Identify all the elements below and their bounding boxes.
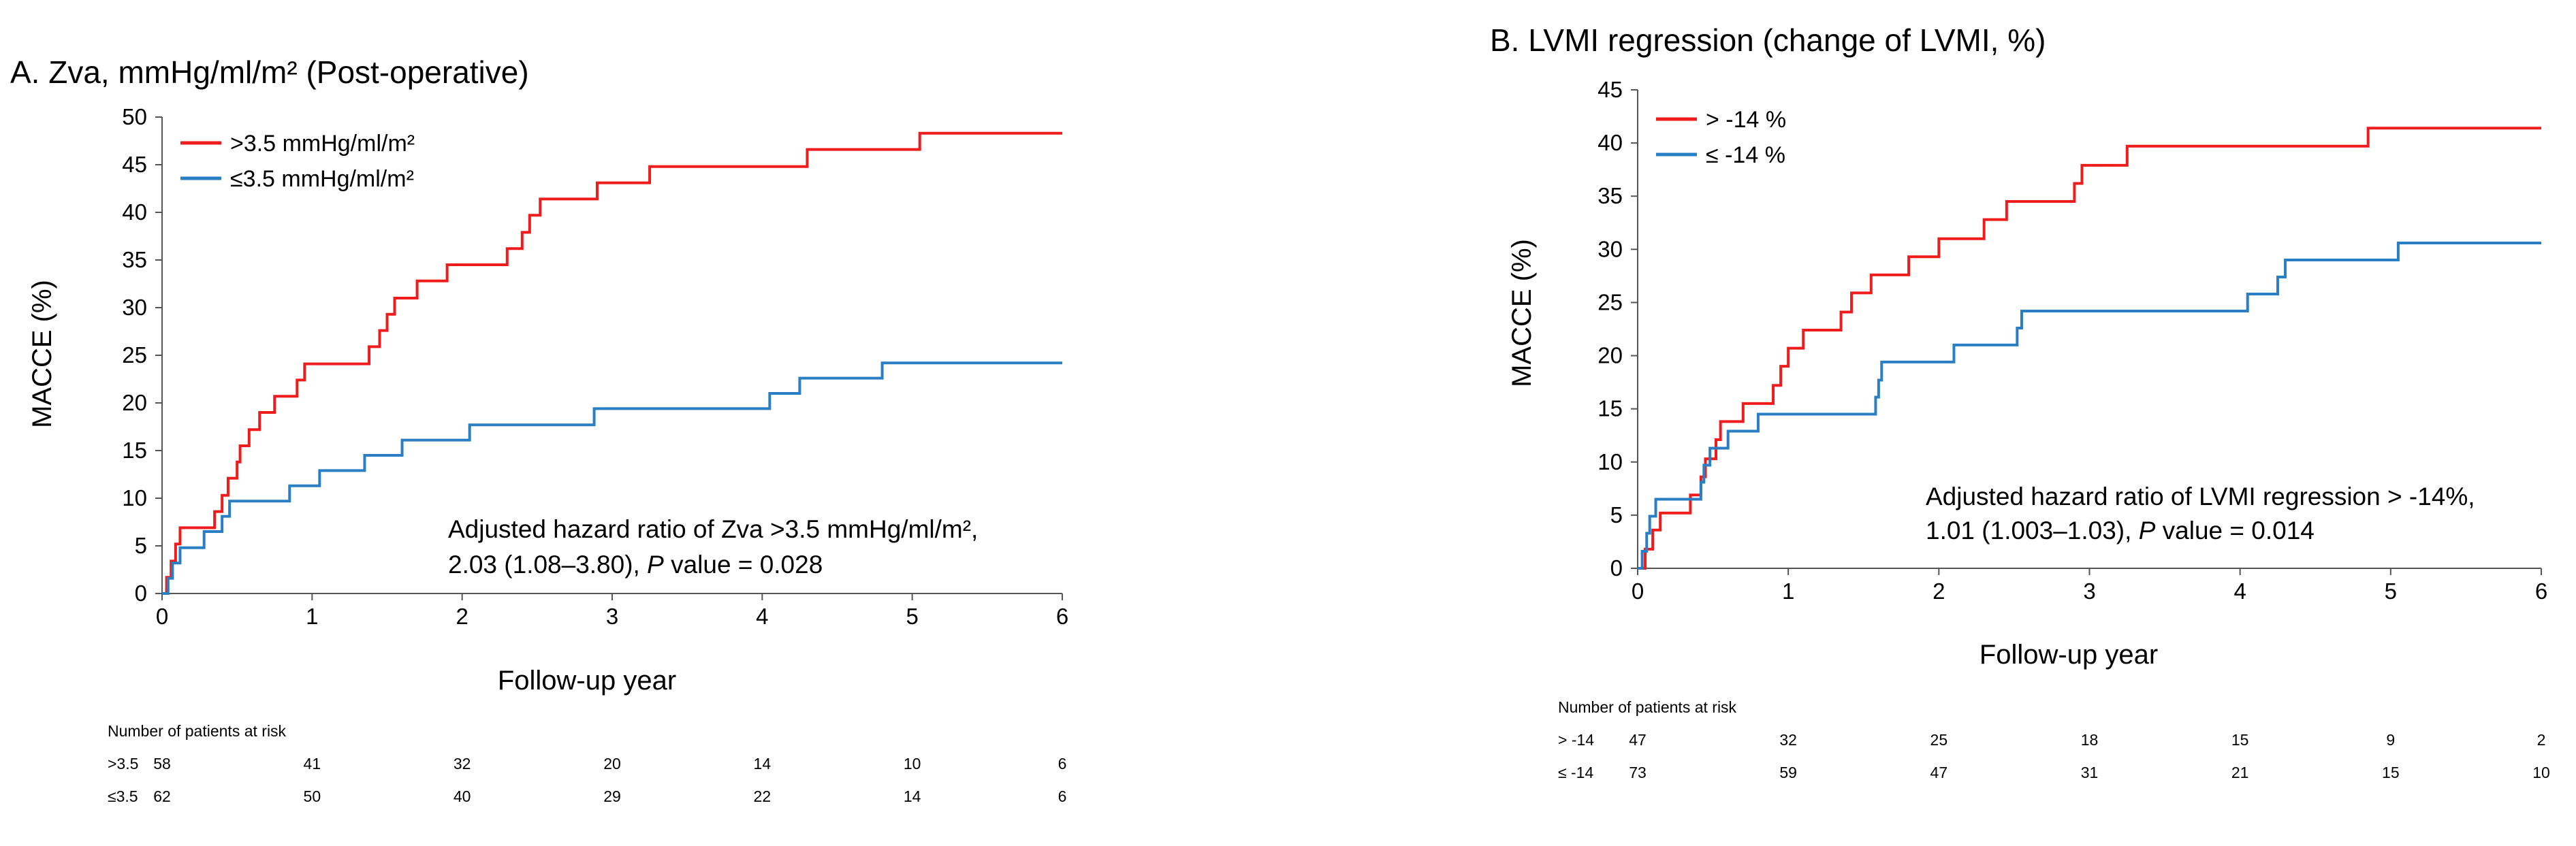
risk-count: 32: [454, 755, 471, 772]
y-tick-label: 20: [122, 390, 147, 415]
y-tick-label: 35: [122, 247, 147, 272]
panel-b: B. LVMI regression (change of LVMI, %) M…: [1490, 22, 2550, 781]
risk-count: 41: [304, 755, 321, 772]
risk-count: 73: [1629, 764, 1647, 781]
risk-header: Number of patients at risk: [108, 722, 287, 740]
x-tick-label: 3: [2083, 579, 2095, 604]
x-tick-label: 4: [2233, 579, 2246, 604]
y-tick-label: 10: [122, 485, 147, 510]
risk-count: 59: [1779, 764, 1797, 781]
panel-a-legend: >3.5 mmHg/ml/m² ≤3.5 mmHg/ml/m²: [180, 131, 415, 192]
risk-count: 14: [754, 755, 772, 772]
y-tick-label: 25: [122, 342, 147, 368]
x-tick-label: 0: [1632, 579, 1644, 604]
risk-row-label: > -14: [1558, 731, 1594, 749]
x-tick-label: 4: [756, 604, 768, 629]
y-tick-label: 45: [122, 152, 147, 177]
panel-b-xlabel: Follow-up year: [1979, 640, 2158, 670]
y-tick-label: 25: [1597, 289, 1623, 314]
risk-count: 29: [603, 787, 621, 805]
series-high-risk-curve: [1638, 127, 2541, 570]
legend-label-low: ≤3.5 mmHg/ml/m²: [230, 166, 414, 192]
y-tick-label: 15: [122, 438, 147, 463]
panel-b-risk-table: Number of patients at risk > -14 ≤ -14 4…: [1558, 698, 2550, 781]
risk-row-label: ≤ -14: [1558, 764, 1593, 781]
y-tick-label: 20: [1597, 343, 1623, 368]
y-tick-label: 40: [1597, 130, 1623, 155]
legend-label-high: > -14 %: [1706, 107, 1786, 133]
annotation-line2: 2.03 (1.08–3.80), P value = 0.028: [448, 551, 823, 579]
panel-a-annotation: Adjusted hazard ratio of Zva >3.5 mmHg/m…: [448, 515, 978, 579]
y-tick-label: 30: [1597, 236, 1623, 261]
panel-b-title: B. LVMI regression (change of LVMI, %): [1490, 22, 2046, 58]
panel-a: A. Zva, mmHg/ml/m² (Post-operative) MACC…: [10, 54, 1068, 805]
risk-count: 50: [304, 787, 321, 805]
x-tick-label: 5: [906, 604, 918, 629]
risk-count: 15: [2382, 764, 2400, 781]
risk-count: 21: [2231, 764, 2249, 781]
x-tick-label: 6: [2535, 579, 2547, 604]
risk-count: 31: [2081, 764, 2099, 781]
y-tick-label: 40: [122, 199, 147, 225]
risk-count: 10: [904, 755, 921, 772]
x-tick-label: 3: [606, 604, 618, 629]
risk-count: 20: [603, 755, 621, 772]
risk-count: 10: [2532, 764, 2550, 781]
risk-count: 22: [754, 787, 772, 805]
panel-a-risk-table: Number of patients at risk >3.5 ≤3.5 58 4…: [108, 722, 1066, 805]
y-tick-label: 15: [1597, 396, 1623, 421]
annotation-line1: Adjusted hazard ratio of LVMI regression…: [1926, 483, 2475, 510]
risk-count: 14: [904, 787, 921, 805]
y-tick-label: 0: [1610, 555, 1623, 581]
x-tick-label: 0: [156, 604, 168, 629]
risk-count: 58: [153, 755, 171, 772]
panel-a-ylabel: MACCE (%): [27, 280, 57, 428]
x-tick-label: 2: [456, 604, 468, 629]
series-high-risk-curve: [162, 131, 1062, 595]
y-tick-label: 5: [1610, 502, 1623, 527]
risk-header: Number of patients at risk: [1558, 698, 1737, 716]
y-tick-label: 10: [1597, 449, 1623, 474]
risk-count: 9: [2386, 731, 2395, 749]
risk-count: 6: [1058, 755, 1067, 772]
risk-count: 18: [2081, 731, 2099, 749]
y-tick-label: 0: [135, 581, 147, 606]
risk-count: 47: [1930, 764, 1948, 781]
y-tick-label: 5: [135, 533, 147, 558]
x-tick-label: 5: [2385, 579, 2397, 604]
y-tick-label: 45: [1597, 77, 1623, 102]
x-tick-label: 1: [306, 604, 318, 629]
legend-label-high: >3.5 mmHg/ml/m²: [230, 131, 415, 157]
panel-a-xlabel: Follow-up year: [498, 666, 676, 696]
x-tick-label: 2: [1933, 579, 1945, 604]
panel-b-annotation: Adjusted hazard ratio of LVMI regression…: [1926, 483, 2475, 544]
legend-label-low: ≤ -14 %: [1706, 142, 1785, 168]
x-tick-label: 6: [1056, 604, 1068, 629]
y-tick-label: 30: [122, 295, 147, 320]
x-tick-label: 1: [1782, 579, 1794, 604]
risk-count: 47: [1629, 731, 1647, 749]
series-low-risk-curve: [1638, 241, 2541, 570]
panel-a-title: A. Zva, mmHg/ml/m² (Post-operative): [10, 54, 529, 90]
risk-count: 32: [1779, 731, 1797, 749]
risk-count: 2: [2537, 731, 2546, 749]
risk-count: 15: [2231, 731, 2249, 749]
y-tick-label: 50: [122, 104, 147, 129]
panel-b-ylabel: MACCE (%): [1507, 239, 1537, 387]
risk-count: 62: [153, 787, 171, 805]
series-low-risk-curve: [162, 361, 1062, 595]
risk-count: 6: [1058, 787, 1067, 805]
risk-row-label: >3.5: [108, 755, 138, 772]
risk-count: 25: [1930, 731, 1948, 749]
annotation-line1: Adjusted hazard ratio of Zva >3.5 mmHg/m…: [448, 515, 978, 543]
risk-count: 40: [454, 787, 471, 805]
y-tick-label: 35: [1597, 183, 1623, 208]
panel-b-legend: > -14 % ≤ -14 %: [1656, 107, 1786, 168]
annotation-line2: 1.01 (1.003–1.03), P value = 0.014: [1926, 517, 2315, 544]
risk-row-label: ≤3.5: [108, 787, 138, 805]
